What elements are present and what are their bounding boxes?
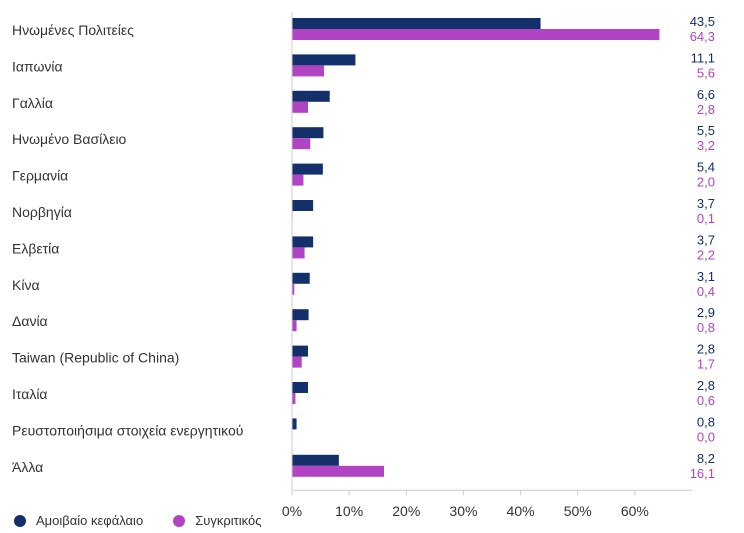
value-label-benchmark: 2,0 [697, 175, 715, 190]
category-label: Ιαπωνία [12, 58, 63, 74]
bar-benchmark [292, 283, 295, 295]
bar-fund [292, 236, 314, 248]
value-label-fund: 3,7 [697, 232, 715, 247]
x-tick-label: 20% [392, 503, 420, 519]
value-label-fund: 0,8 [697, 414, 715, 429]
bar-benchmark [292, 465, 384, 477]
category-label: Γαλλία [12, 95, 53, 111]
legend-item-fund: Αμοιβαίο κεφάλαιο [14, 513, 143, 528]
value-label-fund: 3,1 [697, 269, 715, 284]
bar-fund [292, 309, 309, 321]
legend-marker-benchmark [173, 514, 186, 527]
value-label-benchmark: 0,4 [697, 284, 715, 299]
category-label: Taiwan (Republic of China) [12, 350, 179, 366]
category-label: Άλλα [12, 459, 43, 475]
x-tick-label: 60% [621, 503, 649, 519]
value-labels: 43,564,311,15,66,62,85,53,25,42,03,70,13… [690, 14, 715, 481]
bar-benchmark [292, 247, 305, 259]
legend-label-benchmark: Συγκριτικός [195, 513, 262, 528]
x-tick-label: 40% [507, 503, 535, 519]
category-label: Ρευστοποιήσιμα στοιχεία ενεργητικού [12, 422, 243, 438]
value-label-benchmark: 64,3 [690, 29, 715, 44]
bar-benchmark [292, 101, 308, 113]
legend-item-benchmark: Συγκριτικός [173, 513, 261, 528]
category-label: Ηνωμένο Βασίλειο [12, 131, 127, 147]
bar-fund [292, 345, 308, 357]
bars [292, 18, 660, 477]
value-label-benchmark: 0,6 [697, 393, 715, 408]
x-tick-label: 30% [449, 503, 477, 519]
legend: Αμοιβαίο κεφάλαιο Συγκριτικός [14, 513, 291, 528]
value-label-benchmark: 1,7 [697, 357, 715, 372]
value-label-benchmark: 16,1 [690, 466, 715, 481]
bar-fund [292, 127, 324, 139]
bar-fund [292, 272, 310, 284]
value-label-benchmark: 3,2 [697, 138, 715, 153]
bar-benchmark [292, 393, 296, 404]
value-label-benchmark: 0,1 [697, 211, 715, 226]
bar-fund [292, 418, 297, 430]
value-label-fund: 2,9 [697, 305, 715, 320]
x-axis-ticks: 0% 10% 20% 30% 40% 50% 60% [282, 490, 649, 519]
value-label-fund: 2,8 [697, 342, 715, 357]
value-label-benchmark: 2,2 [697, 247, 715, 262]
value-label-benchmark: 2,8 [697, 102, 715, 117]
category-label: Γερμανία [12, 168, 68, 184]
category-label: Ιταλία [12, 386, 48, 402]
bar-fund [292, 54, 356, 66]
x-tick-label: 0% [282, 503, 302, 519]
bar-benchmark [292, 320, 297, 332]
legend-marker-fund [14, 514, 26, 527]
bar-fund [292, 163, 323, 175]
bar-benchmark [292, 174, 304, 186]
value-label-benchmark: 0,8 [697, 320, 715, 335]
bar-benchmark [292, 29, 660, 40]
value-label-fund: 3,7 [697, 196, 715, 211]
category-label: Δανία [12, 313, 48, 329]
category-label: Ηνωμένες Πολιτείες [12, 22, 134, 38]
category-labels: Ηνωμένες Πολιτείες Ιαπωνία Γαλλία Ηνωμένο Β… [12, 22, 243, 475]
value-label-fund: 6,6 [697, 87, 715, 102]
bar-fund [292, 200, 314, 211]
bar-benchmark [292, 138, 311, 150]
value-label-fund: 2,8 [697, 378, 715, 393]
value-label-fund: 43,5 [690, 14, 715, 29]
bar-fund [292, 90, 330, 102]
bar-benchmark [292, 65, 324, 77]
value-label-fund: 11,1 [691, 50, 715, 65]
value-label-fund: 5,4 [697, 160, 715, 175]
bar-fund [292, 18, 541, 29]
category-label: Νορβηγία [12, 204, 72, 220]
bar-benchmark [292, 356, 302, 368]
category-label: Ελβετία [12, 240, 59, 256]
value-label-fund: 5,5 [697, 123, 715, 138]
value-label-fund: 8,2 [697, 451, 715, 466]
value-label-benchmark: 0,0 [697, 429, 715, 444]
x-tick-label: 50% [564, 503, 592, 519]
value-label-benchmark: 5,6 [697, 65, 715, 80]
bar-fund [292, 454, 339, 466]
bar-fund [292, 382, 308, 393]
legend-label-fund: Αμοιβαίο κεφάλαιο [36, 513, 144, 528]
x-tick-label: 10% [335, 503, 363, 519]
category-label: Κίνα [12, 277, 40, 293]
